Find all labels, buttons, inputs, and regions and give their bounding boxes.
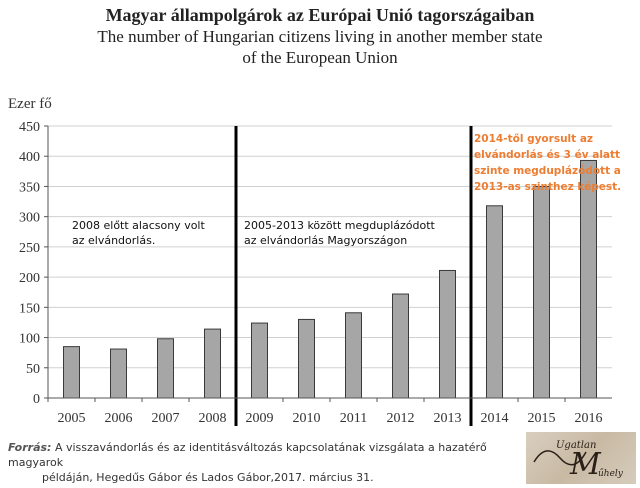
x-tick-label: 2016	[575, 411, 603, 426]
y-tick-label: 150	[19, 301, 40, 316]
annotation-line: az elvándorlás Magyországon	[244, 234, 407, 247]
annotation-line: 2005-2013 között megduplázódott	[244, 219, 436, 232]
bar	[251, 322, 268, 399]
bars	[63, 159, 597, 399]
source-label: Forrás:	[8, 441, 52, 454]
annotation-line: 2008 előtt alacsony volt	[72, 219, 205, 232]
x-tick-label: 2009	[246, 411, 274, 426]
bar	[580, 159, 597, 399]
bar	[204, 328, 221, 399]
source-line-1: A visszavándorlás és az identitásváltozá…	[8, 441, 487, 469]
annotations: 2008 előtt alacsony volt az elvándorlás. 2…	[72, 133, 621, 247]
bar	[110, 348, 127, 399]
y-tick-label: 200	[19, 271, 40, 286]
annotation-line: elvándorlás és 3 év alatt	[474, 149, 620, 161]
logo-text-3: űhely	[598, 468, 624, 479]
title-line-2: The number of Hungarian citizens living …	[97, 27, 543, 46]
title-line-1: Magyar állampolgárok az Európai Unió tag…	[105, 5, 535, 25]
x-tick-label: 2014	[481, 411, 509, 426]
annotation-line: az elvándorlás.	[72, 234, 155, 247]
title-line-3: of the European Union	[242, 48, 398, 67]
source-note: Forrás: A visszavándorlás és az identitá…	[8, 440, 528, 485]
logo-text-1: Ugatlan	[556, 440, 596, 451]
chart-title: Magyar állampolgárok az Európai Unió tag…	[0, 4, 640, 68]
x-tick-label: 2012	[387, 411, 415, 426]
bar	[533, 185, 550, 399]
bar	[486, 205, 503, 399]
y-tick-label: 400	[19, 150, 40, 165]
bar	[392, 293, 409, 399]
bar	[345, 312, 362, 399]
y-tick-label: 350	[19, 180, 40, 195]
logo: Ugatlan M űhely	[526, 432, 636, 484]
bar	[439, 269, 456, 399]
annotation-line: 2014-től gyorsult az	[474, 133, 593, 145]
annotation-line: 2013-as szinthez képest.	[474, 181, 621, 193]
x-tick-label: 2007	[152, 411, 180, 426]
x-tick-label: 2011	[340, 411, 367, 426]
x-tick-label: 2008	[199, 411, 227, 426]
x-tick-label: 2015	[528, 411, 556, 426]
y-tick-label: 250	[19, 241, 40, 256]
y-axis-ticks: 0 50 100 150 200 250 300 350 400 450	[19, 120, 48, 407]
period-dividers	[234, 126, 473, 426]
y-tick-label: 50	[26, 362, 40, 377]
logo-mark: Ugatlan M űhely	[533, 440, 624, 482]
x-axis-ticks: 2005 2006 2007 2008 2009 2010 2011 2012 2013 2014…	[47, 398, 603, 426]
x-tick-label: 2013	[434, 411, 462, 426]
y-tick-label: 100	[19, 332, 40, 347]
annotation-line: szinte megduplázódott a	[474, 165, 621, 177]
source-line-2: példáján, Hegedűs Gábor és Lados Gábor,2…	[42, 471, 374, 484]
x-tick-label: 2010	[293, 411, 321, 426]
x-tick-label: 2005	[58, 411, 86, 426]
bar	[63, 346, 80, 399]
y-tick-label: 0	[33, 392, 40, 407]
y-tick-label: 450	[19, 120, 40, 135]
y-axis-label: Ezer fő	[8, 96, 52, 112]
bar	[157, 338, 174, 399]
x-tick-label: 2006	[105, 411, 133, 426]
bar	[298, 318, 315, 399]
axes	[47, 126, 612, 399]
y-tick-label: 300	[19, 211, 40, 226]
logo-swirl	[533, 450, 587, 466]
